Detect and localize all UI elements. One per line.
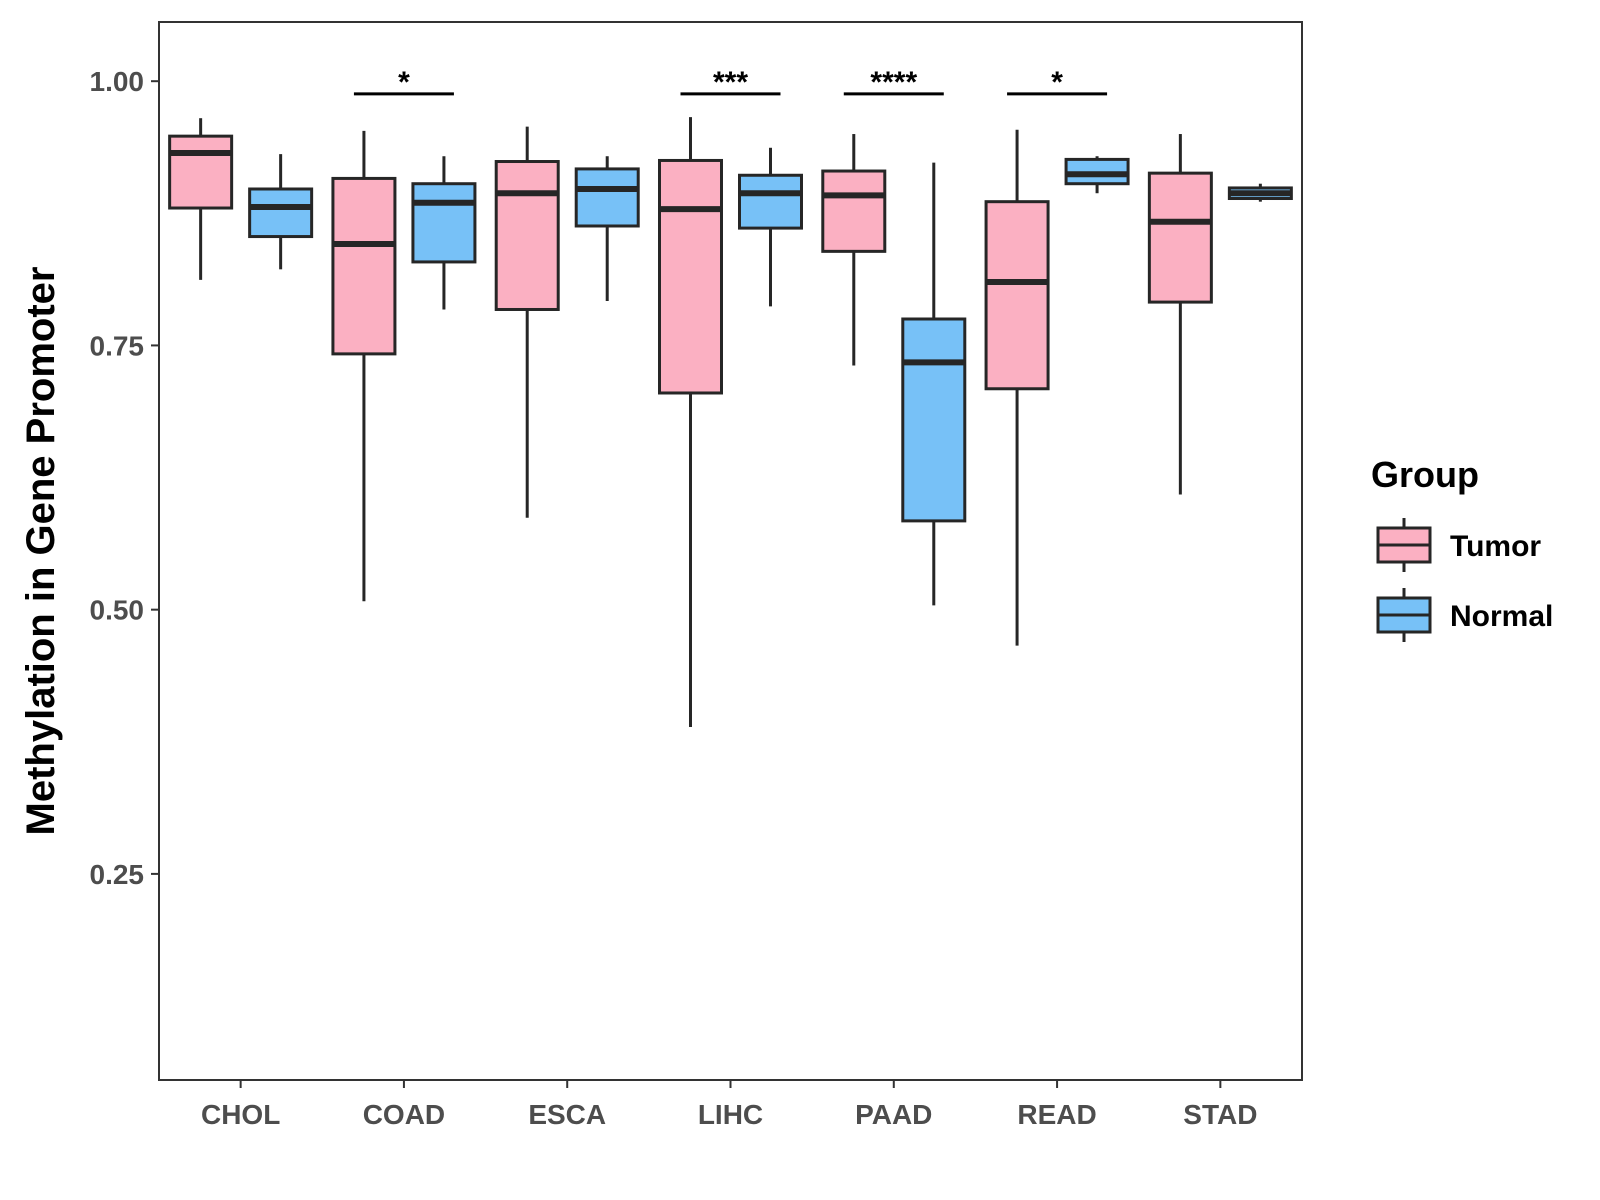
box-tumor-lihc — [658, 117, 723, 727]
significance-label: * — [398, 66, 410, 99]
x-tick-label: STAD — [1183, 1099, 1257, 1130]
y-tick-label: 0.50 — [90, 595, 145, 626]
plot-area: * *** **** * — [168, 66, 1293, 727]
box-body — [168, 134, 234, 210]
legend: Group Tumor Normal — [1371, 454, 1553, 642]
legend-title: Group — [1371, 454, 1479, 495]
box-normal-stad — [1227, 183, 1293, 202]
x-tick-label: PAAD — [855, 1099, 932, 1130]
box-body — [494, 160, 560, 311]
box-body — [658, 158, 723, 395]
y-tick-label: 1.00 — [90, 66, 145, 97]
x-tick-label: ESCA — [528, 1099, 606, 1130]
y-axis-title: Methylation in Gene Promoter — [19, 267, 63, 836]
x-axis: CHOL COAD ESCA LIHC PAAD READ STAD — [201, 1080, 1257, 1130]
box-normal-lihc — [738, 147, 803, 307]
significance-label: * — [1051, 66, 1063, 99]
box-tumor-paad — [821, 134, 887, 366]
y-axis: 0.25 0.50 0.75 1.00 — [90, 66, 159, 890]
legend-label: Normal — [1450, 600, 1553, 633]
box-normal-paad — [901, 162, 967, 606]
box-tumor-stad — [1147, 134, 1213, 495]
legend-item-normal: Normal — [1376, 588, 1553, 642]
box-body — [821, 169, 887, 253]
x-tick-label: LIHC — [698, 1099, 763, 1130]
box-body — [574, 167, 640, 228]
significance-label: *** — [713, 66, 748, 99]
box-body — [248, 187, 314, 239]
significance-label: **** — [870, 66, 917, 99]
box-tumor-read — [984, 129, 1050, 646]
box-tumor-coad — [331, 130, 397, 602]
box-body — [738, 173, 803, 230]
box-body — [901, 317, 967, 523]
box-body — [331, 176, 397, 356]
box-body — [1147, 171, 1213, 304]
box-normal-read — [1064, 156, 1130, 194]
box-normal-coad — [411, 156, 477, 310]
x-tick-label: COAD — [363, 1099, 445, 1130]
legend-label: Tumor — [1450, 530, 1541, 563]
box-tumor-esca — [494, 126, 560, 518]
significance-read: * — [1007, 66, 1108, 99]
significance-coad: * — [353, 66, 454, 99]
y-tick-label: 0.75 — [90, 330, 145, 361]
box-normal-esca — [574, 156, 640, 302]
significance-lihc: *** — [680, 66, 781, 99]
x-tick-label: READ — [1017, 1099, 1096, 1130]
legend-item-tumor: Tumor — [1376, 518, 1541, 572]
box-body — [984, 200, 1050, 391]
box-tumor-chol — [168, 118, 234, 280]
box-body — [411, 182, 477, 264]
significance-paad: **** — [843, 66, 944, 99]
box-normal-chol — [248, 154, 314, 270]
x-tick-label: CHOL — [201, 1099, 280, 1130]
y-tick-label: 0.25 — [90, 859, 145, 890]
